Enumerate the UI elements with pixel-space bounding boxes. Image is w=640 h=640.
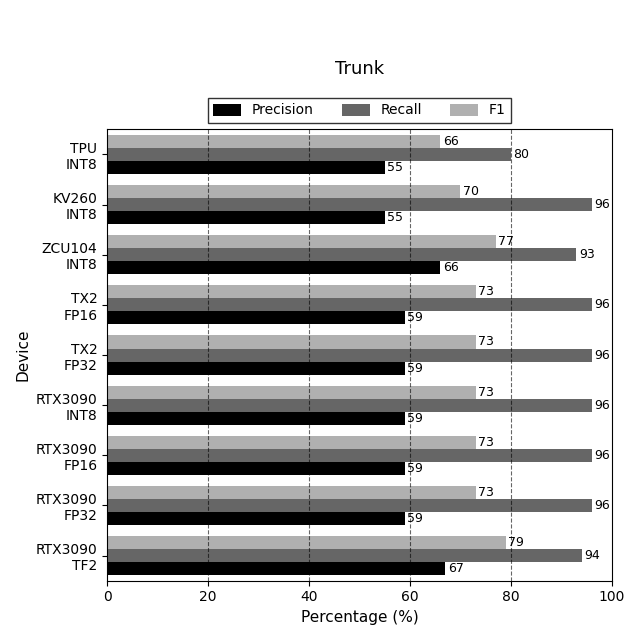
Text: 96: 96 bbox=[594, 198, 610, 211]
Bar bbox=[107, 235, 496, 248]
Text: 66: 66 bbox=[443, 261, 458, 275]
Text: 59: 59 bbox=[408, 412, 423, 425]
Bar bbox=[107, 362, 405, 374]
Bar bbox=[107, 198, 591, 211]
Text: 59: 59 bbox=[408, 462, 423, 475]
Text: 73: 73 bbox=[478, 436, 494, 449]
Text: 96: 96 bbox=[594, 499, 610, 512]
Bar bbox=[107, 549, 582, 562]
Bar bbox=[107, 248, 577, 261]
Text: 73: 73 bbox=[478, 486, 494, 499]
Bar bbox=[107, 386, 476, 399]
Text: 55: 55 bbox=[387, 211, 403, 224]
Bar bbox=[107, 298, 591, 312]
Bar bbox=[107, 449, 591, 462]
Text: 77: 77 bbox=[498, 235, 514, 248]
Bar bbox=[107, 512, 405, 525]
Bar bbox=[107, 148, 511, 161]
Bar bbox=[107, 499, 591, 512]
Text: 80: 80 bbox=[513, 148, 529, 161]
Bar bbox=[107, 161, 385, 174]
Bar bbox=[107, 335, 476, 349]
Bar bbox=[107, 285, 476, 298]
Text: 59: 59 bbox=[408, 362, 423, 374]
Bar bbox=[107, 312, 405, 324]
Bar bbox=[107, 261, 440, 275]
Legend: Precision, Recall, F1: Precision, Recall, F1 bbox=[207, 98, 511, 123]
Bar bbox=[107, 462, 405, 475]
Bar bbox=[107, 412, 405, 425]
Bar bbox=[107, 486, 476, 499]
Text: 96: 96 bbox=[594, 298, 610, 312]
Text: 94: 94 bbox=[584, 549, 600, 562]
Text: 93: 93 bbox=[579, 248, 595, 261]
Text: 70: 70 bbox=[463, 185, 479, 198]
Y-axis label: Device: Device bbox=[15, 329, 30, 381]
Text: 79: 79 bbox=[508, 536, 524, 549]
Text: 96: 96 bbox=[594, 349, 610, 362]
Text: 73: 73 bbox=[478, 285, 494, 298]
Bar bbox=[107, 349, 591, 362]
Text: 66: 66 bbox=[443, 135, 458, 148]
Text: 59: 59 bbox=[408, 312, 423, 324]
Text: 73: 73 bbox=[478, 335, 494, 349]
Text: 96: 96 bbox=[594, 449, 610, 462]
Title: Trunk: Trunk bbox=[335, 60, 384, 78]
Text: 96: 96 bbox=[594, 399, 610, 412]
Bar bbox=[107, 399, 591, 412]
Bar bbox=[107, 562, 445, 575]
Text: 59: 59 bbox=[408, 512, 423, 525]
Bar bbox=[107, 436, 476, 449]
Bar bbox=[107, 211, 385, 224]
Text: 55: 55 bbox=[387, 161, 403, 174]
X-axis label: Percentage (%): Percentage (%) bbox=[301, 610, 419, 625]
Bar bbox=[107, 135, 440, 148]
Text: 67: 67 bbox=[448, 562, 463, 575]
Text: 73: 73 bbox=[478, 386, 494, 399]
Bar bbox=[107, 536, 506, 549]
Bar bbox=[107, 185, 460, 198]
